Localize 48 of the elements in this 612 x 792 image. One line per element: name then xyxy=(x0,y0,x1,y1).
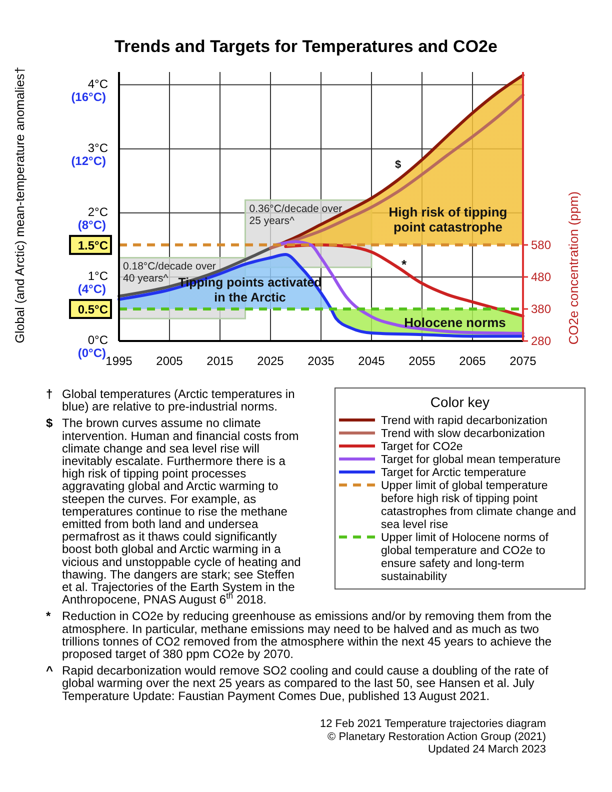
y-tick-label: 2°C xyxy=(88,204,108,219)
y2-tick-label: 380 xyxy=(531,302,552,316)
legend-label: Upper limit of global temperature before high risk of tipping point catastrophes from climate change and sea level rise xyxy=(381,480,576,531)
y3-tick-label: (12°C) xyxy=(71,154,106,168)
y2-axis-title: CO2e concentration (ppm) xyxy=(566,191,581,345)
text: * Reduction in CO2e by reducing greenhouse as emissions and/or by removing them from the atmosphere. In particular, methane emissions may need to be halved and as much as two trillions tonnes of CO2 removed from the atmosphere within the next 45 years to achieve the proposed target of 380 ppm CO2e by 2070. xyxy=(46,609,552,661)
y-tick-label: 0.5°C xyxy=(78,302,108,316)
x-tick-label: 2015 xyxy=(206,354,234,368)
x-tick-label: 2075 xyxy=(510,354,537,368)
legend-label: Target for Arctic temperature xyxy=(381,467,526,479)
y-tick-label: 1°C xyxy=(88,268,108,283)
y2-tick-label: 580 xyxy=(531,238,552,252)
x-tick-label: 1995 xyxy=(106,354,133,368)
x-tick-label: 2035 xyxy=(308,354,335,368)
x-tick-label: 2005 xyxy=(156,354,184,368)
y2-tick-label: 280 xyxy=(531,334,552,348)
y3-tick-label: (4°C) xyxy=(78,282,106,296)
y3-tick-label: (8°C) xyxy=(78,218,106,232)
text: 12 Feb 2021 Temperature trajectories diagram xyxy=(320,718,546,730)
text: ^ Rapid decarbonization would remove SO2 cooling and could cause a doubling of the rate of global warming over the next 25 years as compared to the last 50, see Hansen et al. July Temperature Update: Faustian Payment Comes Due, published 13 August 2021. xyxy=(46,664,549,703)
legend-title: Color key xyxy=(430,394,490,410)
annotation: Holocene norms xyxy=(404,315,506,330)
chart-title: Trends and Targets for Temperatures and CO2e xyxy=(114,37,498,56)
annotation: High risk of tipping point catastrophe xyxy=(388,204,508,234)
y3-tick-label: (0°C) xyxy=(78,346,106,360)
x-tick-label: 2045 xyxy=(358,354,386,368)
text: Updated 24 March 2023 xyxy=(428,744,546,756)
text: $ The brown curves assume no climate intervention. Human and financial costs from climate change and sea level rise will inevitably escalate. Furthermore there is a high risk of tipping point processes aggravating global and Arctic warming to steepen the curves. For example, as temperatures continue to rise the methane emitted from both land and undersea permafrost as it thaws could significantly boost both global and Arctic warming in a vicious and unstoppable cycle of heating and thawing. The dangers are stark; see Steffen et al. Trajectories of the Earth System in the Anthropocene, PNAS August 6$^{th}$ 2018. xyxy=(46,416,301,607)
legend-label: Target for CO2e xyxy=(381,441,463,453)
x-tick-label: 2025 xyxy=(257,354,284,368)
y-tick-label: 3°C xyxy=(88,140,108,155)
y-tick-label: 0°C xyxy=(88,333,108,347)
legend-label: Target for global mean temperature xyxy=(381,454,561,466)
y2-tick-label: 480 xyxy=(531,270,552,284)
y3-tick-label: (16°C) xyxy=(71,90,106,104)
y-tick-label: 1.5°C xyxy=(78,238,108,252)
text: © Planetary Restoration Action Group (2021) xyxy=(328,730,546,743)
annotation: * xyxy=(401,257,408,272)
x-tick-label: 2065 xyxy=(459,354,486,368)
legend-label: Upper limit of Holocene norms of global temperature and CO2e to ensure safety and long-term sustainability xyxy=(381,532,550,583)
legend-label: Trend with rapid decarbonization xyxy=(381,415,548,427)
x-tick-label: 2055 xyxy=(408,354,436,368)
legend-label: Trend with slow decarbonization xyxy=(381,428,545,440)
y-tick-label: 4°C xyxy=(88,76,108,91)
y-axis-title: Global (and Arctic) mean-temperature anomalies† xyxy=(13,66,27,344)
annotation: $ xyxy=(394,159,402,171)
band-label: 0.36°C/decade over 25 years^ xyxy=(249,203,343,228)
text: † Global temperatures (Arctic temperatures in blue) are relative to pre-industrial norms. xyxy=(46,387,295,414)
